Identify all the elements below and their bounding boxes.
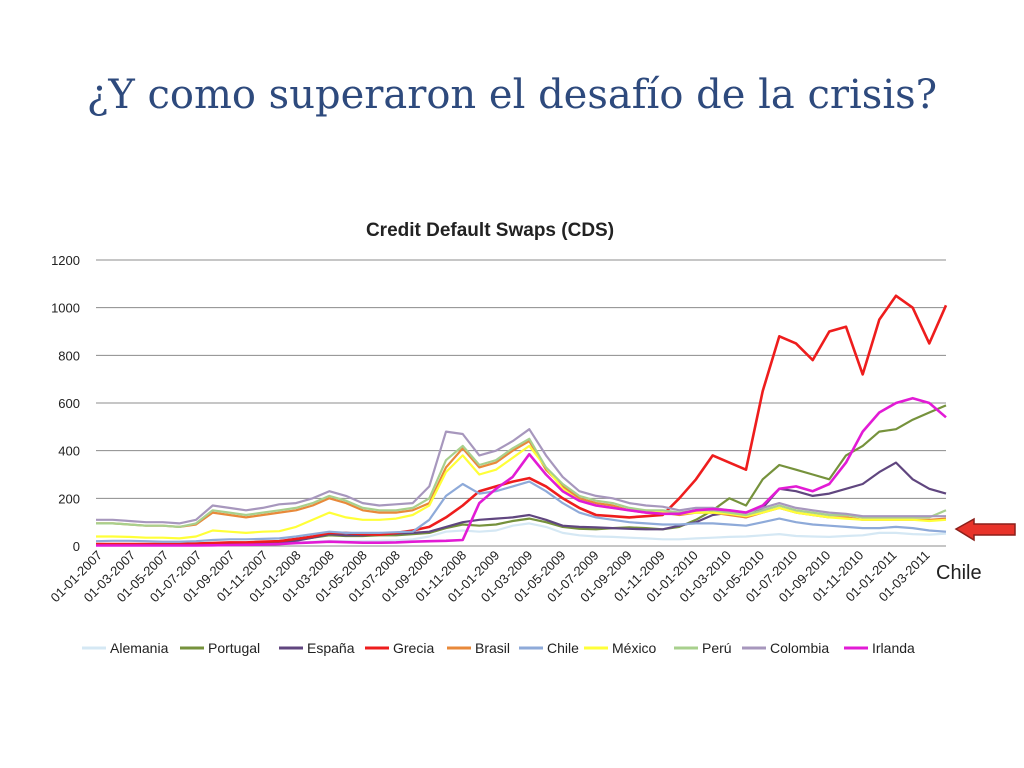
y-axis-ticks: 0 200 400 600 800 1000 1200 [51,253,80,554]
series-line-méxico [96,444,947,540]
y-tick-label: 400 [58,444,80,459]
legend-label: Portugal [208,640,260,656]
series-line-colombia [96,428,946,525]
chart-series [95,294,948,547]
legend-label: Brasil [475,640,510,656]
legend-label: Grecia [393,640,434,656]
legend-label: Alemania [110,640,169,656]
chile-annotation-label: Chile [936,562,982,584]
series-line-perú [96,437,947,529]
y-tick-label: 800 [58,348,80,363]
legend-label: Colombia [770,640,829,656]
series-line-grecia [96,294,948,546]
chart-title: Credit Default Swaps (CDS) [366,220,614,241]
y-tick-label: 600 [58,396,80,411]
y-tick-label: 0 [73,539,80,554]
legend-label: España [307,640,355,656]
y-tick-label: 200 [58,491,80,506]
legend-label: Perú [702,640,732,656]
legend-label: Irlanda [872,640,915,656]
chart-grid [96,259,946,547]
x-axis-ticks: 01-01-200701-03-200701-05-200701-07-2007… [47,548,932,606]
legend-label: Chile [547,640,579,656]
chile-arrow-icon [954,517,1016,542]
chart-legend: Alemania Portugal España Grecia Brasil Chile M… [82,640,915,656]
series-line-chile [95,480,947,543]
y-tick-label: 1200 [51,253,80,268]
legend-label: México [612,640,657,656]
series-line-portugal [96,404,947,546]
series-line-españa [96,461,947,546]
series-line-irlanda [96,396,947,547]
slide-title: ¿Y como superaron el desafío de la crisi… [86,72,938,118]
y-tick-label: 1000 [51,301,80,316]
